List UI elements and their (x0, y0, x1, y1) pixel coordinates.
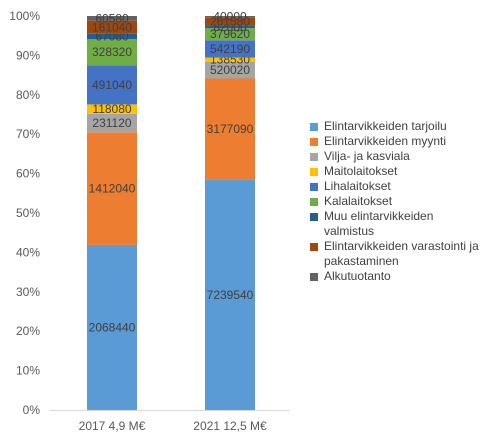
y-tick-label: 10% (16, 364, 40, 378)
legend-swatch (310, 153, 318, 161)
data-label: 161040 (92, 20, 132, 34)
data-label: 520020 (210, 63, 250, 77)
legend-label: Vilja- ja kasviala (324, 149, 410, 163)
data-label: 542190 (210, 42, 250, 56)
data-label: 2068440 (89, 320, 136, 334)
legend-label: Lihalaitokset (324, 179, 391, 193)
legend-swatch (310, 213, 318, 221)
legend-label: Muu elintarvikkeiden valmistus (324, 209, 434, 238)
y-tick-label: 100% (9, 9, 40, 23)
x-tick-label: 2021 12,5 M€ (193, 419, 267, 433)
bar-segment-1 (87, 244, 137, 410)
y-tick-label: 40% (16, 245, 40, 259)
bar-segment-7 (205, 25, 255, 29)
y-tick-label: 90% (16, 48, 40, 62)
legend-label: Maitolaitokset (324, 164, 398, 178)
data-label: 7239540 (207, 288, 254, 302)
legend-item: Lihalaitokset (310, 179, 480, 194)
legend-swatch (310, 243, 318, 251)
legend-item: Alkutuotanto (310, 269, 480, 284)
data-label: 60580 (95, 11, 129, 25)
data-label: 3177090 (207, 122, 254, 136)
data-label: 261580 (210, 14, 250, 28)
bar-segment-2 (205, 78, 255, 180)
data-label: 118080 (92, 102, 131, 116)
bar-segment-1 (205, 179, 255, 410)
y-tick-label: 20% (16, 324, 40, 338)
legend-swatch (310, 198, 318, 206)
legend: Elintarvikkeiden tarjoilu Elintarvikkeide… (310, 119, 480, 284)
legend-item: Elintarvikkeiden myynti (310, 134, 480, 149)
bar-segment-7 (87, 33, 137, 40)
bar-segment-2 (87, 132, 137, 245)
legend-label: Elintarvikkeiden myynti (324, 134, 447, 148)
bar-segment-3 (205, 61, 255, 79)
bar-segment-8 (205, 17, 255, 26)
bar-segment-9 (87, 16, 137, 21)
data-label: 1412040 (89, 182, 136, 196)
y-tick-label: 50% (16, 206, 40, 220)
legend-item: Elintarvikkeiden tarjoilu (310, 119, 480, 134)
x-tick-label: 2017 4,9 M€ (79, 419, 146, 433)
bar-segment-4 (87, 104, 137, 114)
legend-swatch (310, 138, 318, 146)
legend-label: Elintarvikkeiden tarjoilu (324, 119, 447, 133)
bar-segment-6 (205, 28, 255, 41)
bar-segment-6 (87, 39, 137, 66)
bar-segment-8 (87, 20, 137, 34)
legend-swatch (310, 168, 318, 176)
data-label: 379620 (210, 27, 250, 41)
y-tick-label: 70% (16, 127, 40, 141)
legend-swatch (310, 123, 318, 131)
y-tick-label: 0% (23, 403, 41, 417)
data-label: 491040 (92, 78, 132, 92)
bar-segment-4 (205, 57, 255, 62)
data-label: 231120 (92, 116, 131, 130)
data-label: 328320 (92, 45, 132, 59)
bar-segment-9 (205, 16, 255, 18)
legend-item: Kalalaitokset (310, 194, 480, 209)
legend-label: Alkutuotanto (324, 269, 391, 283)
y-tick-label: 60% (16, 167, 40, 181)
bar-segment-5 (205, 40, 255, 58)
y-tick-label: 80% (16, 88, 40, 102)
legend-label: Elintarvikkeiden varastointi ja pakastam… (324, 239, 479, 268)
legend-item: Vilja- ja kasviala (310, 149, 480, 164)
bar-segment-3 (87, 113, 137, 133)
legend-item: Maitolaitokset (310, 164, 480, 179)
y-tick-label: 30% (16, 285, 40, 299)
legend-swatch (310, 183, 318, 191)
legend-item: Elintarvikkeiden varastointi ja pakastam… (310, 239, 480, 269)
legend-item: Muu elintarvikkeiden valmistus (310, 209, 480, 239)
legend-label: Kalalaitokset (324, 194, 393, 208)
legend-swatch (310, 273, 318, 281)
bar-segment-5 (87, 65, 137, 105)
data-label: 40000 (213, 10, 247, 24)
